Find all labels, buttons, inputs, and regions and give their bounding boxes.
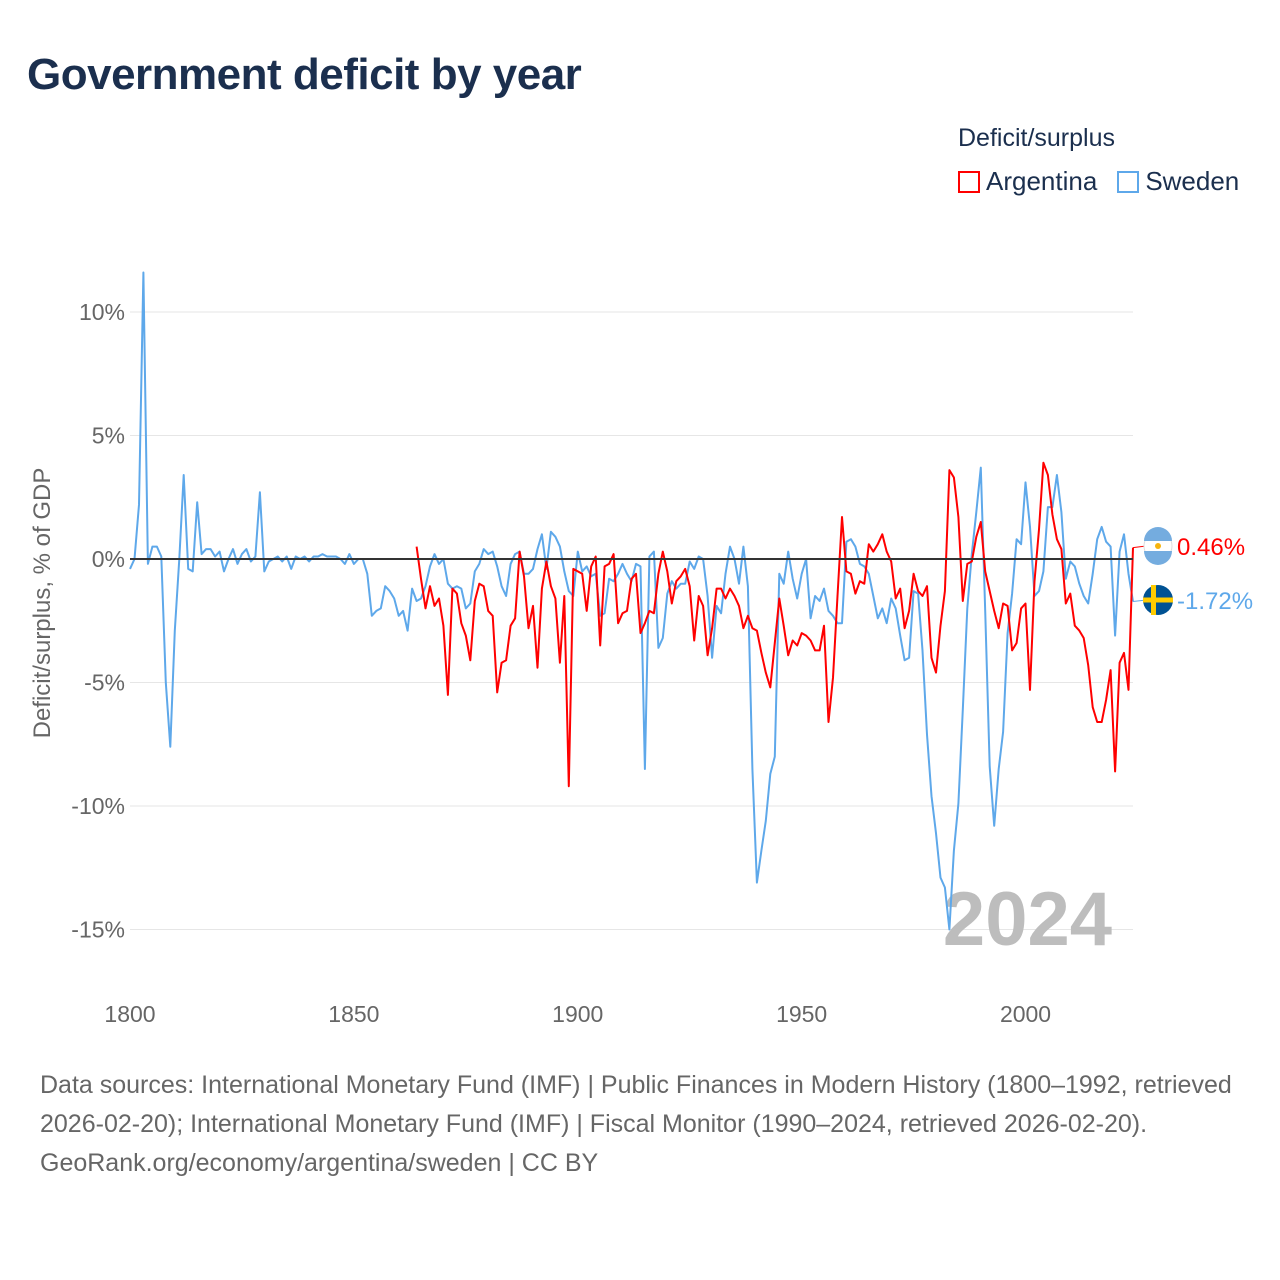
- y-tick-label: -5%: [84, 670, 125, 696]
- x-tick-label: 1850: [328, 1001, 379, 1027]
- series-line-argentina: [415, 461, 1134, 788]
- y-tick-label: 0%: [92, 546, 125, 572]
- x-tick-label: 2000: [1000, 1001, 1051, 1027]
- legend-item-sweden[interactable]: Sweden: [1117, 166, 1239, 197]
- legend-swatch-argentina: [958, 170, 980, 193]
- chart-title: Government deficit by year: [27, 50, 582, 99]
- flag-sun: [1155, 543, 1161, 549]
- x-tick-label: 1950: [776, 1001, 827, 1027]
- y-tick-label: -15%: [71, 917, 125, 943]
- legend-item-argentina[interactable]: Argentina: [958, 166, 1097, 197]
- x-tick-label: 1800: [104, 1001, 155, 1027]
- legend-label-argentina: Argentina: [986, 166, 1098, 196]
- end-value-label: -1.72%: [1177, 588, 1253, 615]
- flag-stripes: [1144, 527, 1172, 565]
- y-axis-title: Deficit/surplus, % of GDP: [29, 468, 56, 739]
- footer: Data sources: International Monetary Fun…: [40, 1066, 1240, 1183]
- legend-title: Deficit/surplus: [958, 124, 1115, 152]
- y-tick-label: 5%: [92, 423, 125, 449]
- year-watermark: 2024: [943, 877, 1112, 962]
- legend-label-sweden: Sweden: [1145, 166, 1240, 196]
- legend: Argentina Sweden: [958, 166, 1239, 197]
- data-sources: Data sources: International Monetary Fun…: [40, 1071, 1232, 1138]
- x-tick-label: 1900: [552, 1001, 603, 1027]
- y-tick-label: 10%: [79, 299, 125, 325]
- credit-link[interactable]: GeoRank.org/economy/argentina/sweden | C…: [40, 1149, 599, 1177]
- flag-cross-h: [1143, 597, 1173, 603]
- legend-swatch-sweden: [1117, 170, 1140, 193]
- y-tick-label: -10%: [71, 793, 125, 819]
- series-line-sweden: [129, 271, 1134, 931]
- argentina-flag-icon: [1143, 527, 1173, 565]
- end-value-label: 0.46%: [1177, 534, 1245, 561]
- sweden-flag-icon: [1143, 585, 1173, 615]
